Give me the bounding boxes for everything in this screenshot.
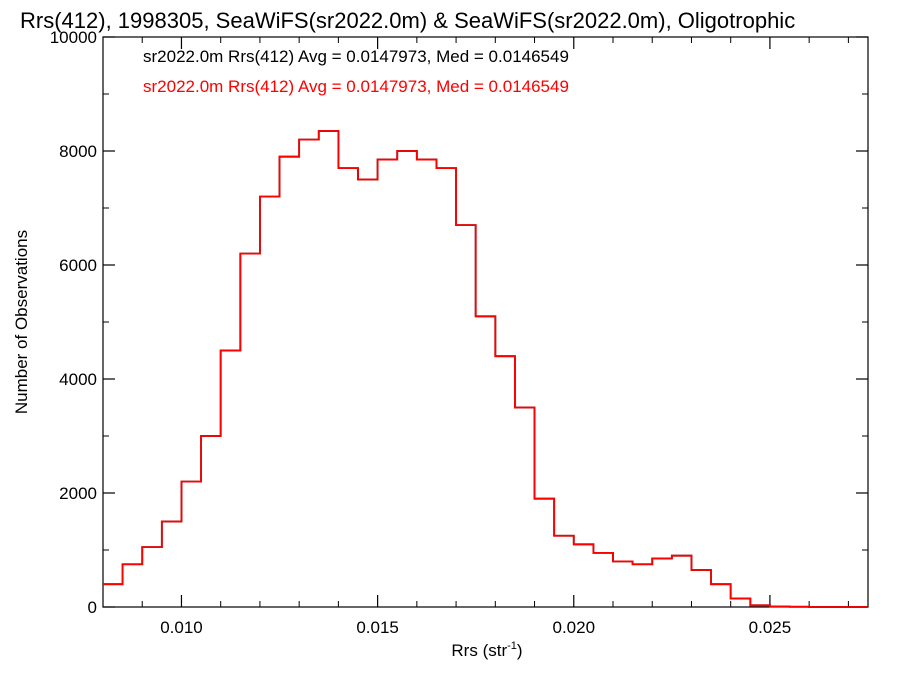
y-tick-label: 0 [88,598,97,617]
x-tick-label: 0.025 [749,618,792,637]
annotation-red: sr2022.0m Rrs(412) Avg = 0.0147973, Med … [143,77,569,96]
x-tick-label: 0.010 [160,618,203,637]
plot-area [102,36,869,608]
y-tick-label: 6000 [59,256,97,275]
y-tick-label: 10000 [50,28,97,47]
x-axis-label-exponent: -1 [507,640,517,652]
series-line-2 [103,130,868,608]
x-axis-label-close: ) [517,641,523,660]
y-tick-label: 8000 [59,142,97,161]
y-axis: 0 2000 4000 6000 8000 10000 [50,28,868,617]
y-tick-label: 2000 [59,484,97,503]
chart-title: Rrs(412), 1998305, SeaWiFS(sr2022.0m) & … [20,8,795,33]
series-group [103,130,868,608]
plot-frame [102,36,869,608]
y-axis-label: Number of Observations [12,230,31,414]
y-tick-label: 4000 [59,370,97,389]
x-tick-label: 0.020 [552,618,595,637]
x-axis-label: Rrs (str-1) [451,640,522,660]
annotation-black: sr2022.0m Rrs(412) Avg = 0.0147973, Med … [143,47,569,66]
x-axis: 0.010 0.015 0.020 0.025 [102,37,849,637]
x-tick-label: 0.015 [356,618,399,637]
series-line-1 [103,130,868,608]
x-axis-label-main: Rrs (str [451,641,507,660]
